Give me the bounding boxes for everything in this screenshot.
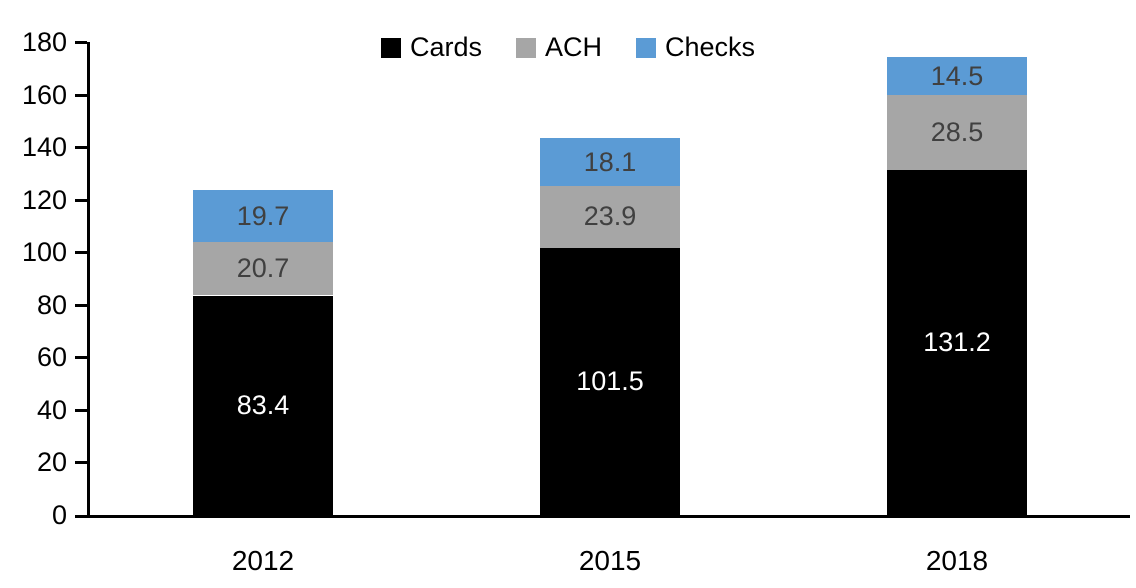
data-label: 23.9 [583, 201, 637, 231]
legend-item-checks: Checks [636, 34, 755, 61]
bar-segment-checks-2018: 14.5 [887, 57, 1027, 95]
legend-swatch-icon [636, 37, 656, 58]
y-axis-tick-label: 20 [36, 447, 67, 477]
data-label: 18.1 [583, 146, 637, 177]
y-axis-tick-label: 100 [21, 237, 67, 267]
y-axis-tick [75, 461, 87, 464]
y-axis-tick-label: 80 [36, 290, 67, 320]
data-label: 19.7 [236, 200, 290, 231]
y-axis-tick [75, 146, 87, 149]
bar-segment-checks-2015: 18.1 [540, 138, 680, 186]
chart-legend: Cards ACH Checks [0, 34, 1136, 61]
y-axis-tick [75, 409, 87, 412]
y-axis-line [87, 42, 90, 518]
x-axis-tick-label: 2018 [925, 545, 989, 576]
y-axis-tick-label: 180 [21, 27, 67, 57]
data-label: 101.5 [576, 366, 644, 396]
bar-segment-ach-2012: 20.7 [193, 241, 333, 295]
y-axis-tick-label: 40 [36, 395, 67, 425]
legend-label: Cards [409, 32, 482, 62]
y-axis-tick [75, 251, 87, 254]
bar-segment-checks-2012: 19.7 [193, 190, 333, 242]
bar-segment-cards-2015: 101.5 [540, 248, 680, 515]
legend-label: ACH [544, 32, 602, 62]
legend-item-ach: ACH [515, 32, 602, 62]
x-axis-line [75, 515, 1130, 518]
x-axis-tick-label: 2012 [231, 545, 295, 576]
data-label: 28.5 [930, 117, 984, 147]
bar-segment-ach-2018: 28.5 [887, 95, 1027, 170]
data-label: 20.7 [236, 252, 290, 283]
legend-swatch-icon [515, 37, 536, 58]
legend-label: Checks [665, 32, 756, 62]
bar-segment-cards-2018: 131.2 [887, 170, 1027, 515]
y-axis-tick [75, 41, 87, 44]
y-axis-tick [75, 94, 87, 97]
y-axis-tick-label: 140 [21, 132, 67, 162]
x-axis-tick-label: 2015 [578, 545, 642, 576]
y-axis-tick [75, 304, 87, 307]
y-axis-tick-label: 0 [51, 500, 67, 530]
y-axis-tick-label: 60 [36, 342, 67, 372]
bar-segment-ach-2015: 23.9 [540, 185, 680, 248]
bar-segment-cards-2012: 83.4 [193, 296, 333, 515]
legend-item-cards: Cards [380, 32, 482, 62]
data-label: 14.5 [930, 60, 984, 91]
y-axis-tick [75, 199, 87, 202]
y-axis-tick [75, 356, 87, 359]
y-axis-tick-label: 120 [21, 185, 67, 215]
data-label: 131.2 [923, 327, 991, 357]
y-axis-tick-label: 160 [21, 80, 67, 110]
legend-swatch-icon [380, 37, 401, 58]
data-label: 83.4 [236, 390, 290, 420]
